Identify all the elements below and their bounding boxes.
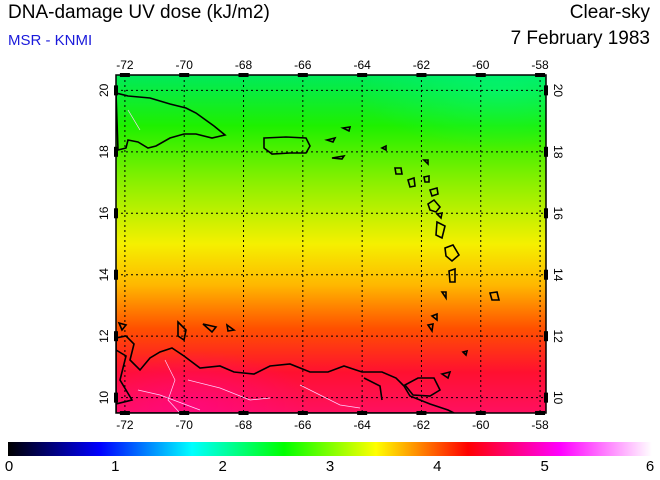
longitude-labels-top: -72 -70 -68 -66 -64 -62 -60 -58	[116, 58, 549, 72]
lat-label-left: 18	[97, 145, 111, 159]
lat-label-right: 12	[551, 330, 565, 344]
lon-label-top: -58	[531, 58, 549, 72]
credit-label: MSR - KNMI	[8, 32, 93, 49]
colorbar-tick-label: 0	[4, 458, 14, 475]
map-title: DNA-damage UV dose (kJ/m2)	[8, 2, 270, 23]
lon-label-bottom: -60	[472, 418, 490, 432]
lat-label-right: 20	[551, 84, 565, 98]
lon-label-top: -60	[472, 58, 490, 72]
lon-label-top: -68	[235, 58, 253, 72]
colorbar-tick-label: 2	[218, 458, 227, 475]
country-borders	[127, 109, 361, 413]
map-frame	[115, 74, 547, 414]
latitude-labels-right: 10 12 14 16 18 20	[551, 84, 565, 405]
colorbar	[8, 442, 652, 456]
lon-label-top: -70	[176, 58, 194, 72]
date-label: 7 February 1983	[510, 28, 650, 49]
lon-label-top: -62	[413, 58, 431, 72]
lon-label-bottom: -58	[531, 418, 549, 432]
frame-ticks	[114, 73, 548, 415]
colorbar-tick-label: 5	[540, 458, 549, 475]
colorbar-tick-label: 6	[645, 458, 655, 475]
lat-label-right: 10	[551, 391, 565, 405]
lat-label-right: 16	[551, 207, 565, 221]
lon-label-bottom: -70	[176, 418, 194, 432]
lat-label-right: 14	[551, 268, 565, 282]
lat-label-left: 12	[97, 329, 111, 343]
sky-condition-label: Clear-sky	[569, 2, 650, 23]
coastlines	[116, 92, 501, 413]
lon-label-bottom: -72	[116, 418, 134, 432]
lon-label-bottom: -62	[413, 418, 431, 432]
lat-label-left: 14	[97, 268, 111, 282]
latitude-labels-left: 10 12 14 16 18 20	[97, 83, 111, 404]
colorbar-tick-label: 4	[433, 458, 442, 475]
longitude-labels-bottom: -72 -70 -68 -66 -64 -62 -60 -58	[116, 418, 549, 432]
lon-label-top: -66	[294, 58, 312, 72]
lon-label-bottom: -66	[294, 418, 312, 432]
graticule	[116, 75, 546, 413]
uv-dose-map: -72 -70 -68 -66 -64 -62 -60 -58 -72 -70 -68 -66 -64…	[97, 58, 565, 432]
lat-label-left: 20	[97, 83, 111, 97]
colorbar-tick-label: 1	[111, 458, 120, 475]
lat-label-right: 18	[551, 145, 565, 159]
lat-label-left: 16	[97, 206, 111, 220]
colorbar-tick-label: 3	[325, 458, 335, 475]
lon-label-top: -72	[116, 58, 134, 72]
lon-label-top: -64	[353, 58, 371, 72]
lon-label-bottom: -64	[353, 418, 371, 432]
lon-label-bottom: -68	[235, 418, 253, 432]
lat-label-left: 10	[97, 391, 111, 405]
